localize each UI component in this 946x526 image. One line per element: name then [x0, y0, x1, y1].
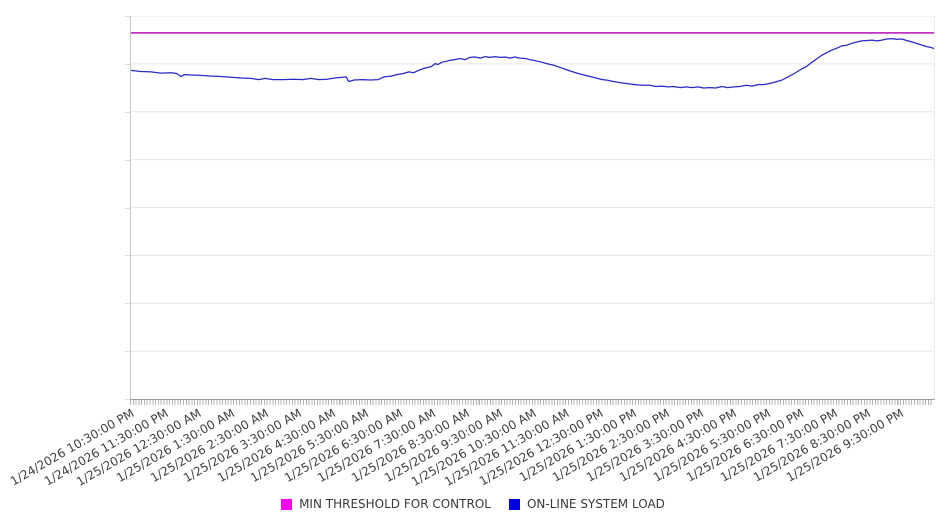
legend: MIN THRESHOLD FOR CONTROL ON-LINE SYSTEM… — [0, 497, 946, 511]
legend-item-system-load[interactable]: ON-LINE SYSTEM LOAD — [508, 497, 665, 511]
y-axis-tick — [125, 303, 130, 305]
x-axis-minor-ticks — [130, 400, 933, 405]
legend-swatch-min-threshold-icon — [281, 498, 293, 510]
y-axis-tick — [125, 63, 130, 65]
y-axis-tick — [125, 159, 130, 161]
legend-swatch-system-load-icon — [508, 498, 520, 510]
legend-label-min-threshold: MIN THRESHOLD FOR CONTROL — [299, 497, 491, 511]
y-axis-tick — [125, 255, 130, 257]
legend-label-system-load: ON-LINE SYSTEM LOAD — [526, 497, 665, 511]
x-axis-labels: 1/24/2026 10:30:00 PM 1/24/2026 11:30:00 … — [0, 406, 946, 496]
y-axis-tick — [125, 399, 130, 400]
chart-canvas — [131, 16, 934, 352]
y-axis-tick — [125, 16, 130, 17]
legend-item-min-threshold[interactable]: MIN THRESHOLD FOR CONTROL — [281, 497, 491, 511]
plot-area — [130, 16, 935, 400]
y-axis-tick — [125, 207, 130, 209]
y-axis-tick — [125, 351, 130, 353]
y-axis-tick — [125, 111, 130, 113]
